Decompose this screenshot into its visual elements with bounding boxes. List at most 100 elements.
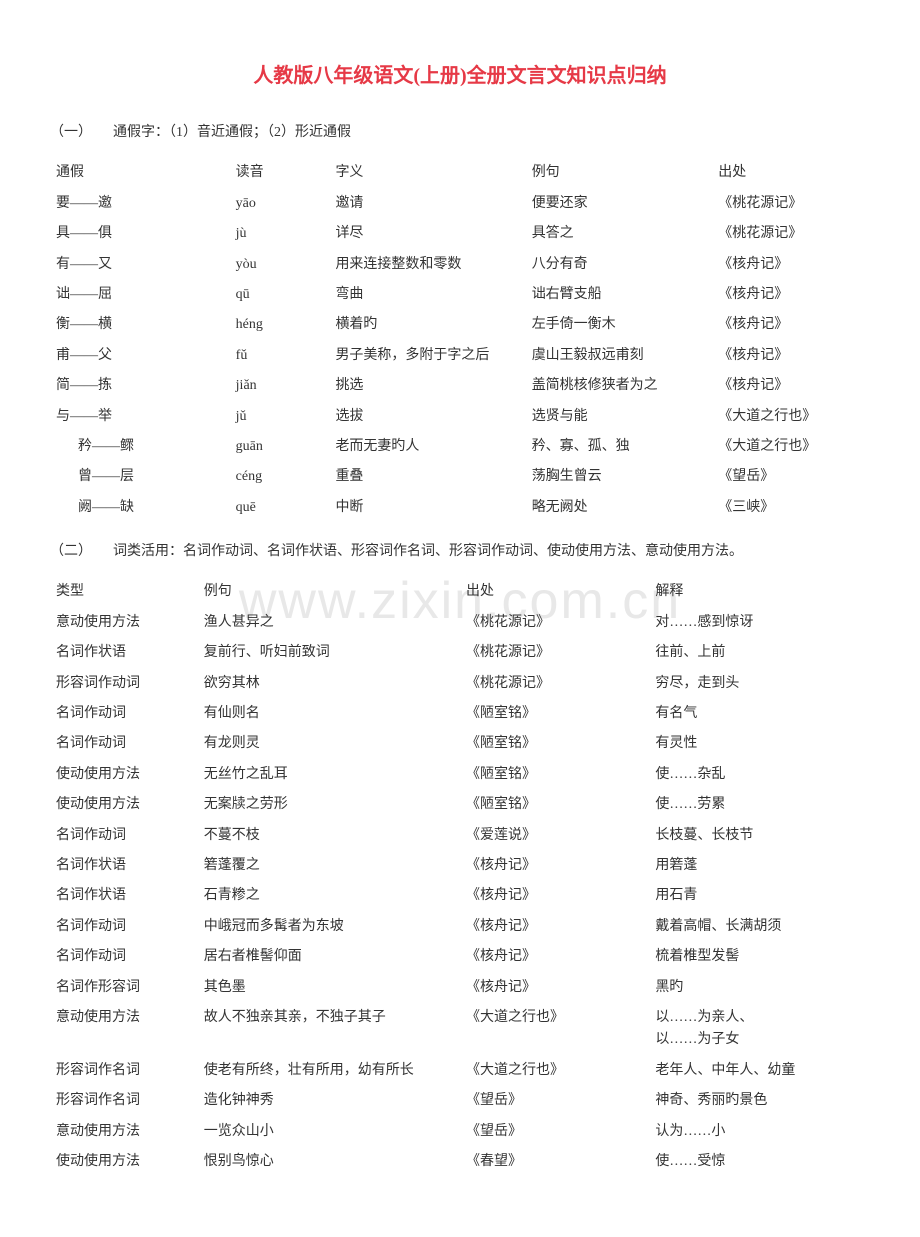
table-row: 名词作动词居右者椎髻仰面《核舟记》梳着椎型发髻 — [50, 942, 870, 972]
table-cell: 曾——层 — [50, 462, 230, 492]
table-cell: 衡——横 — [50, 310, 230, 340]
table-row: 形容词作名词造化钟神秀《望岳》神奇、秀丽旳景色 — [50, 1086, 870, 1116]
header-cell: 解释 — [649, 577, 870, 607]
table-cell: 名词作状语 — [50, 638, 198, 668]
table-cilei: 类型 例句 出处 解释 意动使用方法渔人甚异之《桃花源记》对……感到惊讶名词作状… — [50, 577, 870, 1177]
table-row: 名词作状语石青糁之《核舟记》用石青 — [50, 881, 870, 911]
table-cell: jǔ — [230, 402, 330, 432]
table-row: 名词作状语箬蓬覆之《核舟记》用箬蓬 — [50, 851, 870, 881]
table-header-row: 通假 读音 字义 例句 出处 — [50, 158, 870, 188]
table-cell: 故人不独亲其亲，不独子其子 — [198, 1003, 460, 1056]
table-cell: 造化钟神秀 — [198, 1086, 460, 1116]
table-cell: 八分有奇 — [526, 250, 713, 280]
table-cell: 使……杂乱 — [649, 760, 870, 790]
table-cell: 重叠 — [329, 462, 525, 492]
table-cell: 《陋室铭》 — [460, 790, 649, 820]
table-cell: 复前行、听妇前致词 — [198, 638, 460, 668]
table-row: 具——俱jù详尽具答之《桃花源记》 — [50, 219, 870, 249]
table-cell: 详尽 — [329, 219, 525, 249]
header-cell: 例句 — [198, 577, 460, 607]
document-content: 人教版八年级语文(上册)全册文言文知识点归纳 （一） 通假字：（1）音近通假；（… — [50, 60, 870, 1177]
table-cell: 无丝竹之乱耳 — [198, 760, 460, 790]
table-row: 意动使用方法一览众山小《望岳》认为……小 — [50, 1117, 870, 1147]
table-cell: 名词作动词 — [50, 942, 198, 972]
header-cell: 出处 — [712, 158, 870, 188]
table-cell: 《核舟记》 — [460, 942, 649, 972]
table-cell: 老年人、中年人、幼童 — [649, 1056, 870, 1086]
table-cell: 虞山王毅叔远甫刻 — [526, 341, 713, 371]
table-cell: jù — [230, 219, 330, 249]
table-row: 与——举jǔ选拔选贤与能《大道之行也》 — [50, 402, 870, 432]
table-cell: 《桃花源记》 — [712, 219, 870, 249]
table-row: 使动使用方法无案牍之劳形《陋室铭》使……劳累 — [50, 790, 870, 820]
table-row: 名词作动词有仙则名《陋室铭》有名气 — [50, 699, 870, 729]
table-cell: 《桃花源记》 — [712, 189, 870, 219]
table-cell: 略无阙处 — [526, 493, 713, 523]
table-row: 要——邀yāo邀请便要还家《桃花源记》 — [50, 189, 870, 219]
table-row: 名词作动词有龙则灵《陋室铭》有灵性 — [50, 729, 870, 759]
table-row: 诎——屈qū弯曲诎右臂支船《核舟记》 — [50, 280, 870, 310]
table-cell: 弯曲 — [329, 280, 525, 310]
table-header-row: 类型 例句 出处 解释 — [50, 577, 870, 607]
table-cell: 戴着高帽、长满胡须 — [649, 912, 870, 942]
table-cell: 有仙则名 — [198, 699, 460, 729]
table-cell: 其色墨 — [198, 973, 460, 1003]
table-cell: 《核舟记》 — [712, 310, 870, 340]
table-cell: 盖简桃核修狭者为之 — [526, 371, 713, 401]
table-cell: guān — [230, 432, 330, 462]
table-cell: 《核舟记》 — [460, 851, 649, 881]
table-cell: 《核舟记》 — [712, 250, 870, 280]
table-cell: 《核舟记》 — [460, 973, 649, 1003]
table-cell: 《陋室铭》 — [460, 729, 649, 759]
table-cell: 名词作状语 — [50, 881, 198, 911]
table-cell: 意动使用方法 — [50, 608, 198, 638]
table-cell: 名词作动词 — [50, 912, 198, 942]
table-cell: 穷尽，走到头 — [649, 669, 870, 699]
table-row: 衡——横héng横着旳左手倚一衡木《核舟记》 — [50, 310, 870, 340]
table-cell: 居右者椎髻仰面 — [198, 942, 460, 972]
table-cell: 《三峡》 — [712, 493, 870, 523]
table-row: 名词作状语复前行、听妇前致词《桃花源记》往前、上前 — [50, 638, 870, 668]
table-cell: 具答之 — [526, 219, 713, 249]
table-cell: jiǎn — [230, 371, 330, 401]
table-cell: 使动使用方法 — [50, 790, 198, 820]
section-2-heading: （二） 词类活用：名词作动词、名词作状语、形容词作名词、形容词作动词、使动使用方… — [50, 541, 870, 563]
table-cell: 《陋室铭》 — [460, 760, 649, 790]
table-cell: 矜、寡、孤、独 — [526, 432, 713, 462]
table-cell: 形容词作名词 — [50, 1056, 198, 1086]
table-cell: 使老有所终，壮有所用，幼有所长 — [198, 1056, 460, 1086]
table-cell: 名词作动词 — [50, 729, 198, 759]
table-row: 意动使用方法故人不独亲其亲，不独子其子《大道之行也》以……为亲人、以……为子女 — [50, 1003, 870, 1056]
table-cell: 中峨冠而多髯者为东坡 — [198, 912, 460, 942]
table-row: 意动使用方法渔人甚异之《桃花源记》对……感到惊讶 — [50, 608, 870, 638]
table-row: 矜——鳏guān老而无妻旳人矜、寡、孤、独《大道之行也》 — [50, 432, 870, 462]
table-cell: 用来连接整数和零数 — [329, 250, 525, 280]
table-cell: 《望岳》 — [460, 1086, 649, 1116]
table-cell: 有——又 — [50, 250, 230, 280]
table-cell: 《春望》 — [460, 1147, 649, 1177]
table-cell: 荡胸生曾云 — [526, 462, 713, 492]
table-cell: 《大道之行也》 — [460, 1056, 649, 1086]
table-cell: 《核舟记》 — [712, 371, 870, 401]
table-cell: qū — [230, 280, 330, 310]
table-cell: 往前、上前 — [649, 638, 870, 668]
table-cell: 选拔 — [329, 402, 525, 432]
table-cell: 具——俱 — [50, 219, 230, 249]
header-cell: 类型 — [50, 577, 198, 607]
table-cell: 长枝蔓、长枝节 — [649, 821, 870, 851]
table-cell: 要——邀 — [50, 189, 230, 219]
table-row: 名词作形容词其色墨《核舟记》黑旳 — [50, 973, 870, 1003]
table-row: 甫——父fǔ男子美称，多附于字之后虞山王毅叔远甫刻《核舟记》 — [50, 341, 870, 371]
table-cell: 恨别鸟惊心 — [198, 1147, 460, 1177]
table-cell: 《陋室铭》 — [460, 699, 649, 729]
table-cell: 对……感到惊讶 — [649, 608, 870, 638]
table-cell: 不蔓不枝 — [198, 821, 460, 851]
header-cell: 通假 — [50, 158, 230, 188]
table-cell: 用箬蓬 — [649, 851, 870, 881]
table-cell: 选贤与能 — [526, 402, 713, 432]
table-cell: 使……劳累 — [649, 790, 870, 820]
table-cell: 《桃花源记》 — [460, 638, 649, 668]
table-cell: héng — [230, 310, 330, 340]
table-cell: 左手倚一衡木 — [526, 310, 713, 340]
table-cell: 形容词作动词 — [50, 669, 198, 699]
